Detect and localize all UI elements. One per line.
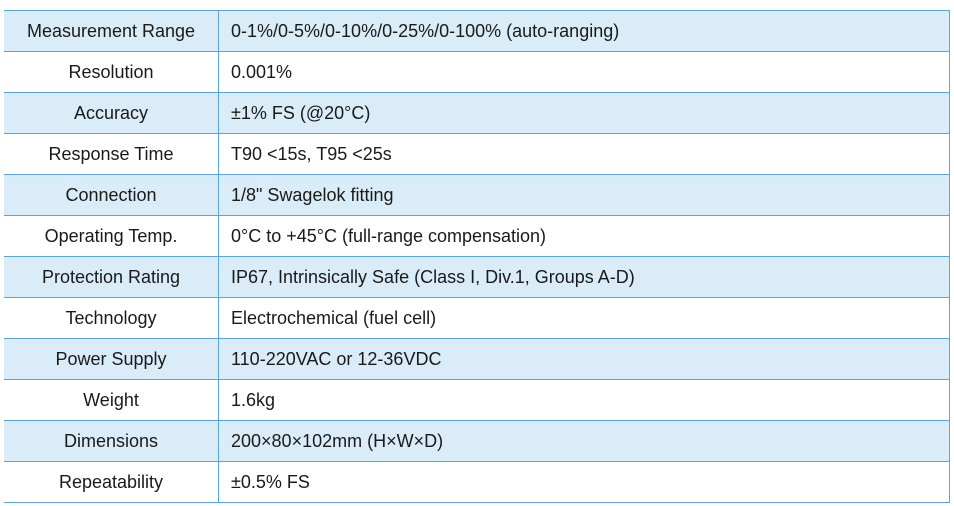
- spec-row: Dimensions 200×80×102mm (H×W×D): [4, 420, 950, 462]
- spec-value: 200×80×102mm (H×W×D): [218, 420, 950, 462]
- spec-row: Technology Electrochemical (fuel cell): [4, 297, 950, 339]
- spec-value: ±0.5% FS: [218, 461, 950, 503]
- spec-label: Connection: [4, 174, 219, 216]
- spec-row: Connection 1/8" Swagelok fitting: [4, 174, 950, 216]
- spec-row: Repeatability ±0.5% FS: [4, 461, 950, 503]
- spec-row: Weight 1.6kg: [4, 379, 950, 421]
- spec-label: Repeatability: [4, 461, 219, 503]
- spec-label: Technology: [4, 297, 219, 339]
- spec-row: Protection Rating IP67, Intrinsically Saf…: [4, 256, 950, 298]
- spec-label: Response Time: [4, 133, 219, 175]
- spec-row: Resolution 0.001%: [4, 51, 950, 93]
- spec-label: Weight: [4, 379, 219, 421]
- spec-label: Accuracy: [4, 92, 219, 134]
- spec-label: Operating Temp.: [4, 215, 219, 257]
- spec-label: Power Supply: [4, 338, 219, 380]
- spec-value: 1.6kg: [218, 379, 950, 421]
- spec-table: Measurement Range 0-1%/0-5%/0-10%/0-25%/0…: [4, 10, 950, 503]
- spec-value: T90 <15s, T95 <25s: [218, 133, 950, 175]
- spec-label: Resolution: [4, 51, 219, 93]
- spec-value: IP67, Intrinsically Safe (Class I, Div.1…: [218, 256, 950, 298]
- spec-value: Electrochemical (fuel cell): [218, 297, 950, 339]
- spec-value: 0°C to +45°C (full-range compensation): [218, 215, 950, 257]
- spec-value: 0.001%: [218, 51, 950, 93]
- spec-value: 1/8" Swagelok fitting: [218, 174, 950, 216]
- spec-value: 0-1%/0-5%/0-10%/0-25%/0-100% (auto-rangi…: [218, 10, 950, 52]
- spec-row: Power Supply 110-220VAC or 12-36VDC: [4, 338, 950, 380]
- spec-label: Dimensions: [4, 420, 219, 462]
- spec-value: ±1% FS (@20°C): [218, 92, 950, 134]
- spec-row: Accuracy ±1% FS (@20°C): [4, 92, 950, 134]
- spec-label: Protection Rating: [4, 256, 219, 298]
- spec-row: Operating Temp. 0°C to +45°C (full-range …: [4, 215, 950, 257]
- spec-row: Response Time T90 <15s, T95 <25s: [4, 133, 950, 175]
- spec-label: Measurement Range: [4, 10, 219, 52]
- spec-row: Measurement Range 0-1%/0-5%/0-10%/0-25%/0…: [4, 10, 950, 52]
- spec-value: 110-220VAC or 12-36VDC: [218, 338, 950, 380]
